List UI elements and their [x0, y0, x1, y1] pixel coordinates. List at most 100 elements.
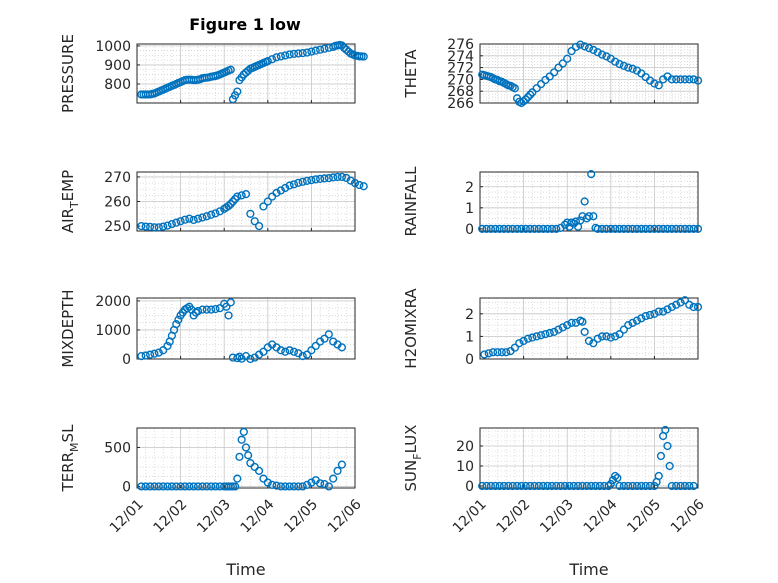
data-point [237, 191, 246, 200]
data-point [580, 197, 589, 206]
data-point [615, 224, 624, 233]
data-point [560, 481, 570, 491]
data-point [478, 224, 487, 233]
data-point [228, 197, 238, 206]
data-point [528, 88, 537, 97]
panel-sun_flux: 0 10 20 12/01 12/02 12/03 12/04 12/05 12/06 Time S… [402, 425, 708, 579]
series-theta [478, 40, 703, 108]
data-point [672, 75, 681, 84]
plot-area [480, 428, 698, 488]
data-point [545, 72, 554, 81]
data-point [281, 183, 290, 193]
data-point [329, 474, 338, 483]
y-tick-label: 2000 [95, 294, 131, 310]
y-tick-label: 250 [104, 219, 131, 235]
data-point [680, 481, 690, 491]
data-point [676, 298, 685, 307]
y-tick-label: 266 [447, 96, 474, 112]
data-point [689, 75, 698, 84]
data-point [523, 92, 533, 102]
data-point [272, 481, 281, 490]
data-point [587, 170, 596, 179]
data-point [272, 188, 281, 197]
data-point [641, 224, 650, 233]
y-tick-label: 260 [104, 195, 131, 211]
y-axis-label: AIRTEMP [59, 170, 81, 233]
data-point [176, 482, 185, 491]
data-point [233, 474, 242, 483]
data-point [499, 481, 509, 491]
data-point [628, 64, 637, 73]
data-point [320, 334, 329, 343]
data-point [254, 221, 264, 231]
data-point [637, 314, 646, 323]
x-tick-label: 12/04 [581, 496, 621, 536]
data-point [324, 174, 333, 183]
plot-area [137, 298, 355, 359]
data-point [294, 482, 303, 491]
y-tick-label: 276 [447, 37, 474, 53]
data-point [244, 451, 253, 460]
panel-air_temp: 250 260 270 AIRTEMP [59, 170, 368, 235]
data-point [298, 177, 307, 186]
data-point [672, 481, 681, 491]
data-point [298, 351, 307, 361]
data-point [517, 224, 526, 233]
data-point [624, 224, 633, 233]
data-point [571, 42, 581, 52]
data-point [298, 49, 307, 58]
y-tick-label: 1000 [95, 323, 131, 339]
data-point [554, 325, 563, 334]
data-point [606, 333, 615, 342]
data-point [254, 466, 264, 475]
x-axis-label: Time [568, 560, 608, 579]
figure-title: Figure 1 low [189, 15, 301, 34]
data-point [632, 316, 642, 325]
data-point [580, 327, 589, 336]
data-point [595, 481, 605, 491]
data-point [276, 186, 285, 195]
data-point [667, 75, 676, 84]
data-point [346, 176, 355, 185]
data-point [174, 315, 183, 324]
data-point [530, 481, 539, 491]
y-axis-label: THETA [402, 49, 420, 99]
y-tick-label: 2 [465, 307, 474, 323]
data-point [294, 49, 303, 58]
data-point [628, 481, 637, 491]
data-point [207, 210, 216, 219]
data-point [676, 75, 685, 84]
data-point [547, 224, 557, 233]
data-point [587, 481, 596, 491]
data-point [172, 482, 181, 491]
data-point [480, 350, 489, 359]
panel-rainfall: 0 1 2 RAINFALL [402, 166, 703, 238]
data-point [608, 475, 618, 485]
data-point [241, 443, 251, 452]
data-point [663, 441, 672, 451]
data-point [645, 310, 655, 320]
data-point [484, 349, 493, 358]
y-tick-label: 500 [104, 440, 131, 456]
data-point [180, 482, 190, 491]
data-point [302, 176, 312, 185]
data-point [226, 199, 235, 209]
data-point [663, 305, 672, 314]
data-point [597, 332, 607, 341]
data-point [606, 224, 615, 233]
data-point [215, 207, 224, 216]
data-point [320, 480, 329, 489]
data-point [593, 48, 602, 57]
data-point [359, 52, 368, 61]
data-point [672, 224, 681, 233]
data-point [246, 354, 255, 364]
data-point [478, 481, 487, 491]
series-mixdepth [137, 298, 347, 364]
data-point [167, 482, 176, 491]
data-point [512, 481, 522, 491]
data-point [517, 481, 526, 491]
data-point [632, 481, 642, 491]
data-point [504, 224, 513, 233]
data-point [316, 45, 325, 54]
y-axis-label: H2OMIXRA [402, 288, 420, 369]
